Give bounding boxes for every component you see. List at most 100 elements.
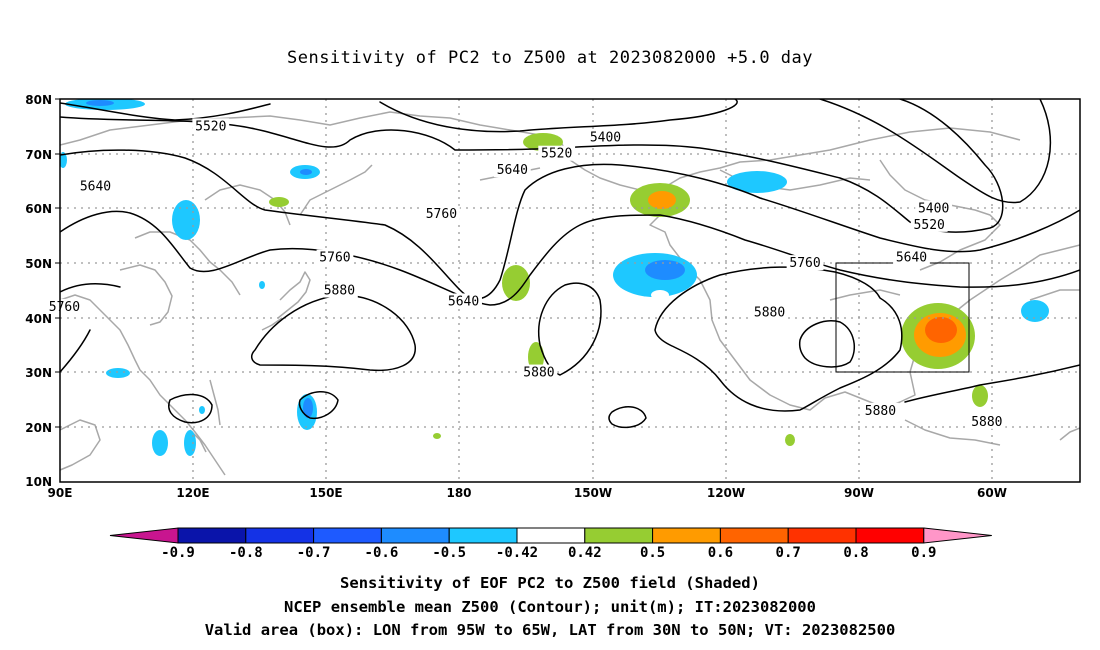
colorbar-swatch bbox=[652, 527, 721, 544]
contour-5520 bbox=[60, 99, 1004, 233]
shade-blob bbox=[648, 191, 676, 209]
graticule bbox=[60, 99, 1080, 482]
colorbar-level-label: 0.8 bbox=[843, 545, 868, 561]
colorbar-triangle-high bbox=[923, 527, 992, 544]
colorbar-swatch bbox=[516, 527, 586, 544]
colorbar-level-label: -0.6 bbox=[365, 545, 399, 561]
lon-label: 120E bbox=[176, 486, 209, 500]
shade-blob bbox=[528, 342, 544, 372]
contour-label: 5880 bbox=[971, 415, 1002, 430]
contour-5400 bbox=[379, 99, 738, 133]
contour-label: 5880 bbox=[523, 366, 554, 381]
lat-axis: 80N 70N 60N 50N 40N 30N 20N 10N bbox=[25, 93, 60, 489]
shade-blob bbox=[106, 368, 130, 378]
contour-label: 5640 bbox=[896, 251, 927, 266]
shade-blob bbox=[152, 430, 168, 456]
contour-label: 5640 bbox=[497, 163, 528, 178]
contour-label-bg bbox=[751, 304, 788, 320]
contour-5400 bbox=[60, 102, 271, 121]
lat-label: 50N bbox=[25, 257, 52, 271]
coastlines bbox=[60, 111, 1080, 476]
contour-labels: 5520 5640 5400 5520 5640 5760 5760 5880 5640 5760… bbox=[46, 118, 1006, 430]
contour-label-bg bbox=[520, 364, 558, 380]
lat-label: 30N bbox=[25, 366, 52, 380]
shade-blob bbox=[303, 398, 313, 418]
colorbar: -0.9 -0.8 -0.7 -0.6 -0.5 -0.42 0.42 0.5 0.6 0.7 0.… bbox=[109, 527, 992, 561]
map-title: Sensitivity of PC2 to Z500 at 2023082000… bbox=[286, 48, 813, 68]
colorbar-level-label: 0.5 bbox=[640, 545, 665, 561]
contour-label: 5640 bbox=[448, 294, 479, 309]
colorbar-level-label: -0.7 bbox=[297, 545, 331, 561]
lat-label: 70N bbox=[25, 148, 52, 162]
lat-label: 80N bbox=[25, 93, 52, 107]
colorbar-swatch bbox=[584, 527, 654, 544]
contour-label: 5520 bbox=[195, 119, 226, 134]
colorbar-level-label: -0.9 bbox=[161, 545, 195, 561]
caption-shaded: Sensitivity of EOF PC2 to Z500 field (Sh… bbox=[340, 574, 760, 592]
colorbar-swatch bbox=[245, 527, 315, 544]
lat-label: 40N bbox=[25, 312, 52, 326]
contour-label: 5760 bbox=[789, 256, 820, 271]
shade-blob bbox=[502, 265, 530, 301]
contour-5640 bbox=[60, 149, 1080, 300]
contour-label: 5880 bbox=[324, 284, 355, 299]
lon-axis: 90E 120E 150E 180 150W 120W 90W 60W bbox=[48, 486, 1007, 500]
contour-label-bg bbox=[915, 200, 953, 216]
caption-valid-area: Valid area (box): LON from 95W to 65W, L… bbox=[204, 621, 896, 639]
shade-blob bbox=[184, 430, 196, 456]
contour-5880 bbox=[904, 364, 1080, 403]
contour-5400 bbox=[819, 99, 1052, 204]
contour-5760 bbox=[60, 282, 121, 293]
contour-5880 bbox=[168, 393, 213, 424]
shade-blob bbox=[172, 200, 200, 240]
colorbar-level-label: 0.9 bbox=[911, 545, 936, 561]
contour-label: 5520 bbox=[914, 218, 945, 233]
colorbar-swatch bbox=[855, 527, 925, 544]
lat-label: 20N bbox=[25, 421, 52, 435]
shade-blob bbox=[60, 152, 67, 168]
colorbar-level-label: -0.8 bbox=[229, 545, 263, 561]
z500-contours bbox=[60, 99, 1080, 429]
colorbar-swatch bbox=[719, 527, 789, 544]
contour-label-bg bbox=[320, 282, 358, 298]
shade-blob bbox=[651, 290, 669, 300]
contour-label-bg bbox=[862, 402, 899, 418]
contour-label-bg bbox=[786, 255, 824, 271]
shade-blob bbox=[645, 260, 685, 280]
colorbar-level-label: 0.6 bbox=[708, 545, 733, 561]
colorbar-swatch bbox=[177, 527, 247, 544]
shade-blob bbox=[1021, 300, 1049, 322]
contour-5880 bbox=[60, 329, 91, 373]
shade-blob bbox=[785, 434, 795, 446]
lon-label: 90W bbox=[844, 486, 874, 500]
colorbar-swatch bbox=[380, 527, 450, 544]
contour-label-bg bbox=[538, 145, 576, 161]
colorbar-level-label: 0.42 bbox=[568, 545, 602, 561]
contour-label-bg bbox=[493, 162, 531, 178]
lon-label: 180 bbox=[446, 486, 471, 500]
shade-blob bbox=[300, 169, 312, 175]
shade-blob bbox=[269, 197, 289, 207]
colorbar-triangle-low bbox=[109, 527, 179, 544]
contour-label: 5760 bbox=[49, 300, 80, 315]
contour-5880 bbox=[798, 320, 856, 368]
shade-blob bbox=[199, 406, 205, 414]
contour-5880 bbox=[654, 266, 903, 412]
shade-blob bbox=[259, 281, 265, 289]
colorbar-swatch bbox=[787, 527, 857, 544]
lat-label: 10N bbox=[25, 475, 52, 489]
lon-label: 90E bbox=[48, 486, 73, 500]
shade-blob bbox=[433, 433, 441, 439]
contour-label-bg bbox=[316, 249, 354, 265]
lon-label: 150E bbox=[309, 486, 342, 500]
colorbar-swatch bbox=[448, 527, 518, 544]
colorbar-level-label: -0.5 bbox=[432, 545, 466, 561]
lon-label: 150W bbox=[574, 486, 612, 500]
colorbar-level-label: 0.7 bbox=[776, 545, 801, 561]
contour-label: 5400 bbox=[590, 130, 621, 145]
lon-label: 60W bbox=[977, 486, 1007, 500]
shade-blob bbox=[925, 317, 957, 343]
contour-label: 5640 bbox=[80, 180, 111, 195]
contour-label-bg bbox=[968, 413, 1006, 429]
